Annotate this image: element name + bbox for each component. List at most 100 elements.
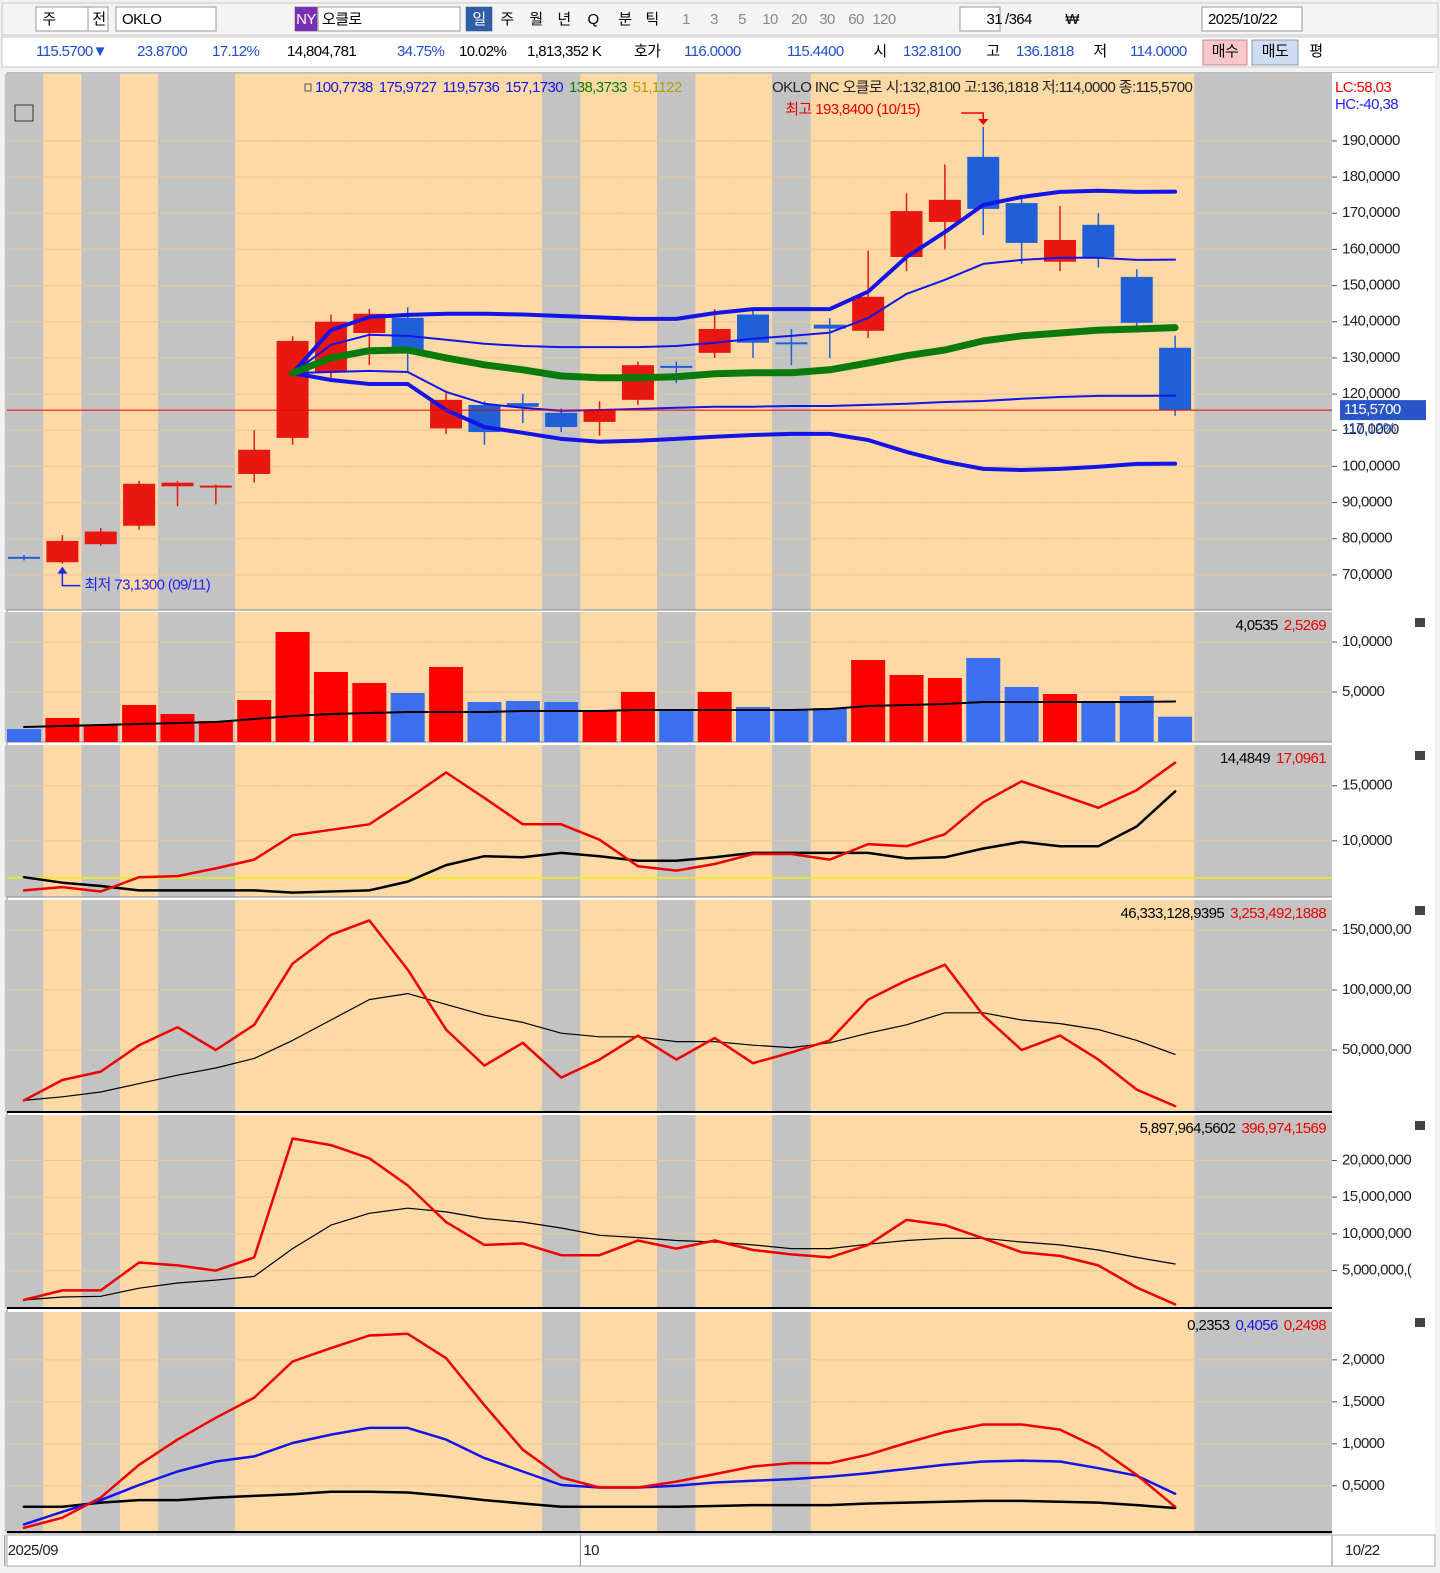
- quote-item: 10.02%: [459, 43, 507, 60]
- legend-entry: 100,7738: [315, 79, 373, 96]
- toolbar-item[interactable]: OKLO: [122, 11, 162, 28]
- buy-button[interactable]: [1202, 39, 1248, 66]
- candle-body: [238, 449, 271, 475]
- toolbar-item[interactable]: 120: [872, 11, 896, 28]
- toolbar-item[interactable]: 년: [557, 11, 571, 28]
- band-orange: [273, 900, 312, 1112]
- band-orange: [1079, 745, 1118, 897]
- toolbar-item[interactable]: /364: [1005, 11, 1033, 28]
- toolbar-item[interactable]: 전: [92, 11, 106, 28]
- toolbar-item[interactable]: 2025/10/22: [1208, 11, 1278, 28]
- toolbar-item[interactable]: 10: [762, 11, 778, 28]
- volume-bar: [697, 692, 732, 742]
- band-orange: [810, 745, 849, 897]
- quote-item[interactable]: 매도: [1262, 43, 1290, 60]
- band-orange: [1155, 745, 1195, 897]
- volume-bar: [160, 714, 195, 742]
- band-orange: [426, 745, 466, 897]
- toolbar-item[interactable]: 20: [791, 11, 807, 28]
- candle-body: [84, 531, 117, 545]
- band-orange: [273, 1312, 312, 1532]
- quote-item: 고: [986, 43, 999, 60]
- panel-menu[interactable]: [1415, 618, 1425, 627]
- band-orange: [1155, 1115, 1195, 1308]
- quote-item: 114.0000: [1130, 43, 1187, 60]
- volume-bar: [620, 692, 655, 742]
- band-gray: [541, 1312, 581, 1532]
- toolbar-item[interactable]: 30: [819, 11, 835, 28]
- toolbar-item[interactable]: 1: [682, 11, 691, 28]
- band-orange: [465, 1312, 504, 1532]
- y-tick-label: 0,5000: [1342, 1477, 1385, 1494]
- quote-item: 1,813,352 K: [527, 43, 602, 60]
- volume-bar: [774, 710, 809, 742]
- band-orange: [503, 74, 543, 610]
- panel-menu[interactable]: [1415, 906, 1425, 915]
- input-box[interactable]: [317, 6, 461, 32]
- band-orange: [426, 1312, 466, 1532]
- legend-entry: 138,3733: [569, 79, 627, 96]
- y-tick-label: 120,0000: [1342, 385, 1400, 402]
- candle-body: [545, 412, 578, 427]
- toolbar-item[interactable]: 5: [738, 11, 747, 28]
- toolbar-item[interactable]: NY: [296, 11, 317, 28]
- candle-body: [852, 296, 885, 331]
- legend-entry: 14,4849: [1220, 750, 1270, 767]
- series-line: [22, 1332, 1177, 1530]
- market-badge: [295, 7, 317, 31]
- band-orange: [695, 900, 734, 1112]
- input-box[interactable]: [115, 6, 217, 32]
- panel-menu[interactable]: [1415, 1318, 1425, 1327]
- toolbar-item[interactable]: 주: [42, 11, 56, 28]
- y-tick-label: 180,0000: [1342, 168, 1400, 185]
- toolbar-item[interactable]: 주: [500, 11, 514, 28]
- volume-bar: [812, 708, 847, 742]
- candle-body: [1005, 203, 1038, 243]
- panel-menu[interactable]: [1415, 751, 1425, 760]
- input-box[interactable]: [87, 6, 109, 32]
- input-box[interactable]: [35, 6, 97, 32]
- volume-bar: [889, 675, 924, 742]
- input-box[interactable]: [1201, 6, 1303, 32]
- series-line: [22, 1137, 1177, 1306]
- band-orange: [503, 745, 543, 897]
- series-line: [23, 700, 1177, 728]
- quote-item[interactable]: 평: [1309, 43, 1323, 60]
- volume-bar: [736, 707, 771, 742]
- band-orange: [733, 1115, 773, 1308]
- y-tick-label: 150,0000: [1342, 277, 1400, 294]
- band-orange: [311, 1115, 351, 1308]
- band-orange: [925, 745, 965, 897]
- candle-body: [1043, 240, 1076, 262]
- toolbar-item[interactable]: 일: [472, 11, 486, 28]
- toolbar-item[interactable]: 틱: [645, 11, 659, 28]
- legend: 46,333,128,9395 3,253,492,1888: [1121, 905, 1327, 922]
- band-orange: [618, 1115, 658, 1308]
- toolbar-item[interactable]: ₩: [1065, 11, 1081, 28]
- toolbar-item[interactable]: 월: [529, 11, 543, 28]
- band-gray: [657, 1115, 696, 1308]
- toolbar-item[interactable]: 31: [987, 11, 1003, 28]
- toolbar-item[interactable]: 3: [710, 11, 719, 28]
- band-orange: [235, 1312, 274, 1532]
- y-tick-label: 5,0000: [1342, 683, 1385, 700]
- quote-item: 34.75%: [397, 43, 445, 60]
- toolbar-item[interactable]: Q: [587, 11, 599, 28]
- toolbar-item[interactable]: 60: [848, 11, 864, 28]
- band-orange: [1155, 1312, 1195, 1532]
- input-box[interactable]: [959, 6, 1001, 32]
- sell-button[interactable]: [1251, 39, 1299, 66]
- panel-menu[interactable]: [1415, 1121, 1425, 1130]
- quote-item: 23.8700: [137, 43, 187, 60]
- quote-item[interactable]: 매수: [1212, 43, 1239, 60]
- band-gray: [772, 1115, 811, 1308]
- candle-body: [660, 365, 693, 368]
- volume-bar: [851, 660, 886, 742]
- hc-label: HC:-40,38: [1335, 96, 1398, 113]
- band-gray: [772, 745, 811, 897]
- toolbar-item[interactable]: 오클로: [322, 11, 363, 28]
- band-orange: [1040, 745, 1080, 897]
- toolbar-item[interactable]: 분: [618, 11, 633, 28]
- candle-body: [775, 342, 808, 345]
